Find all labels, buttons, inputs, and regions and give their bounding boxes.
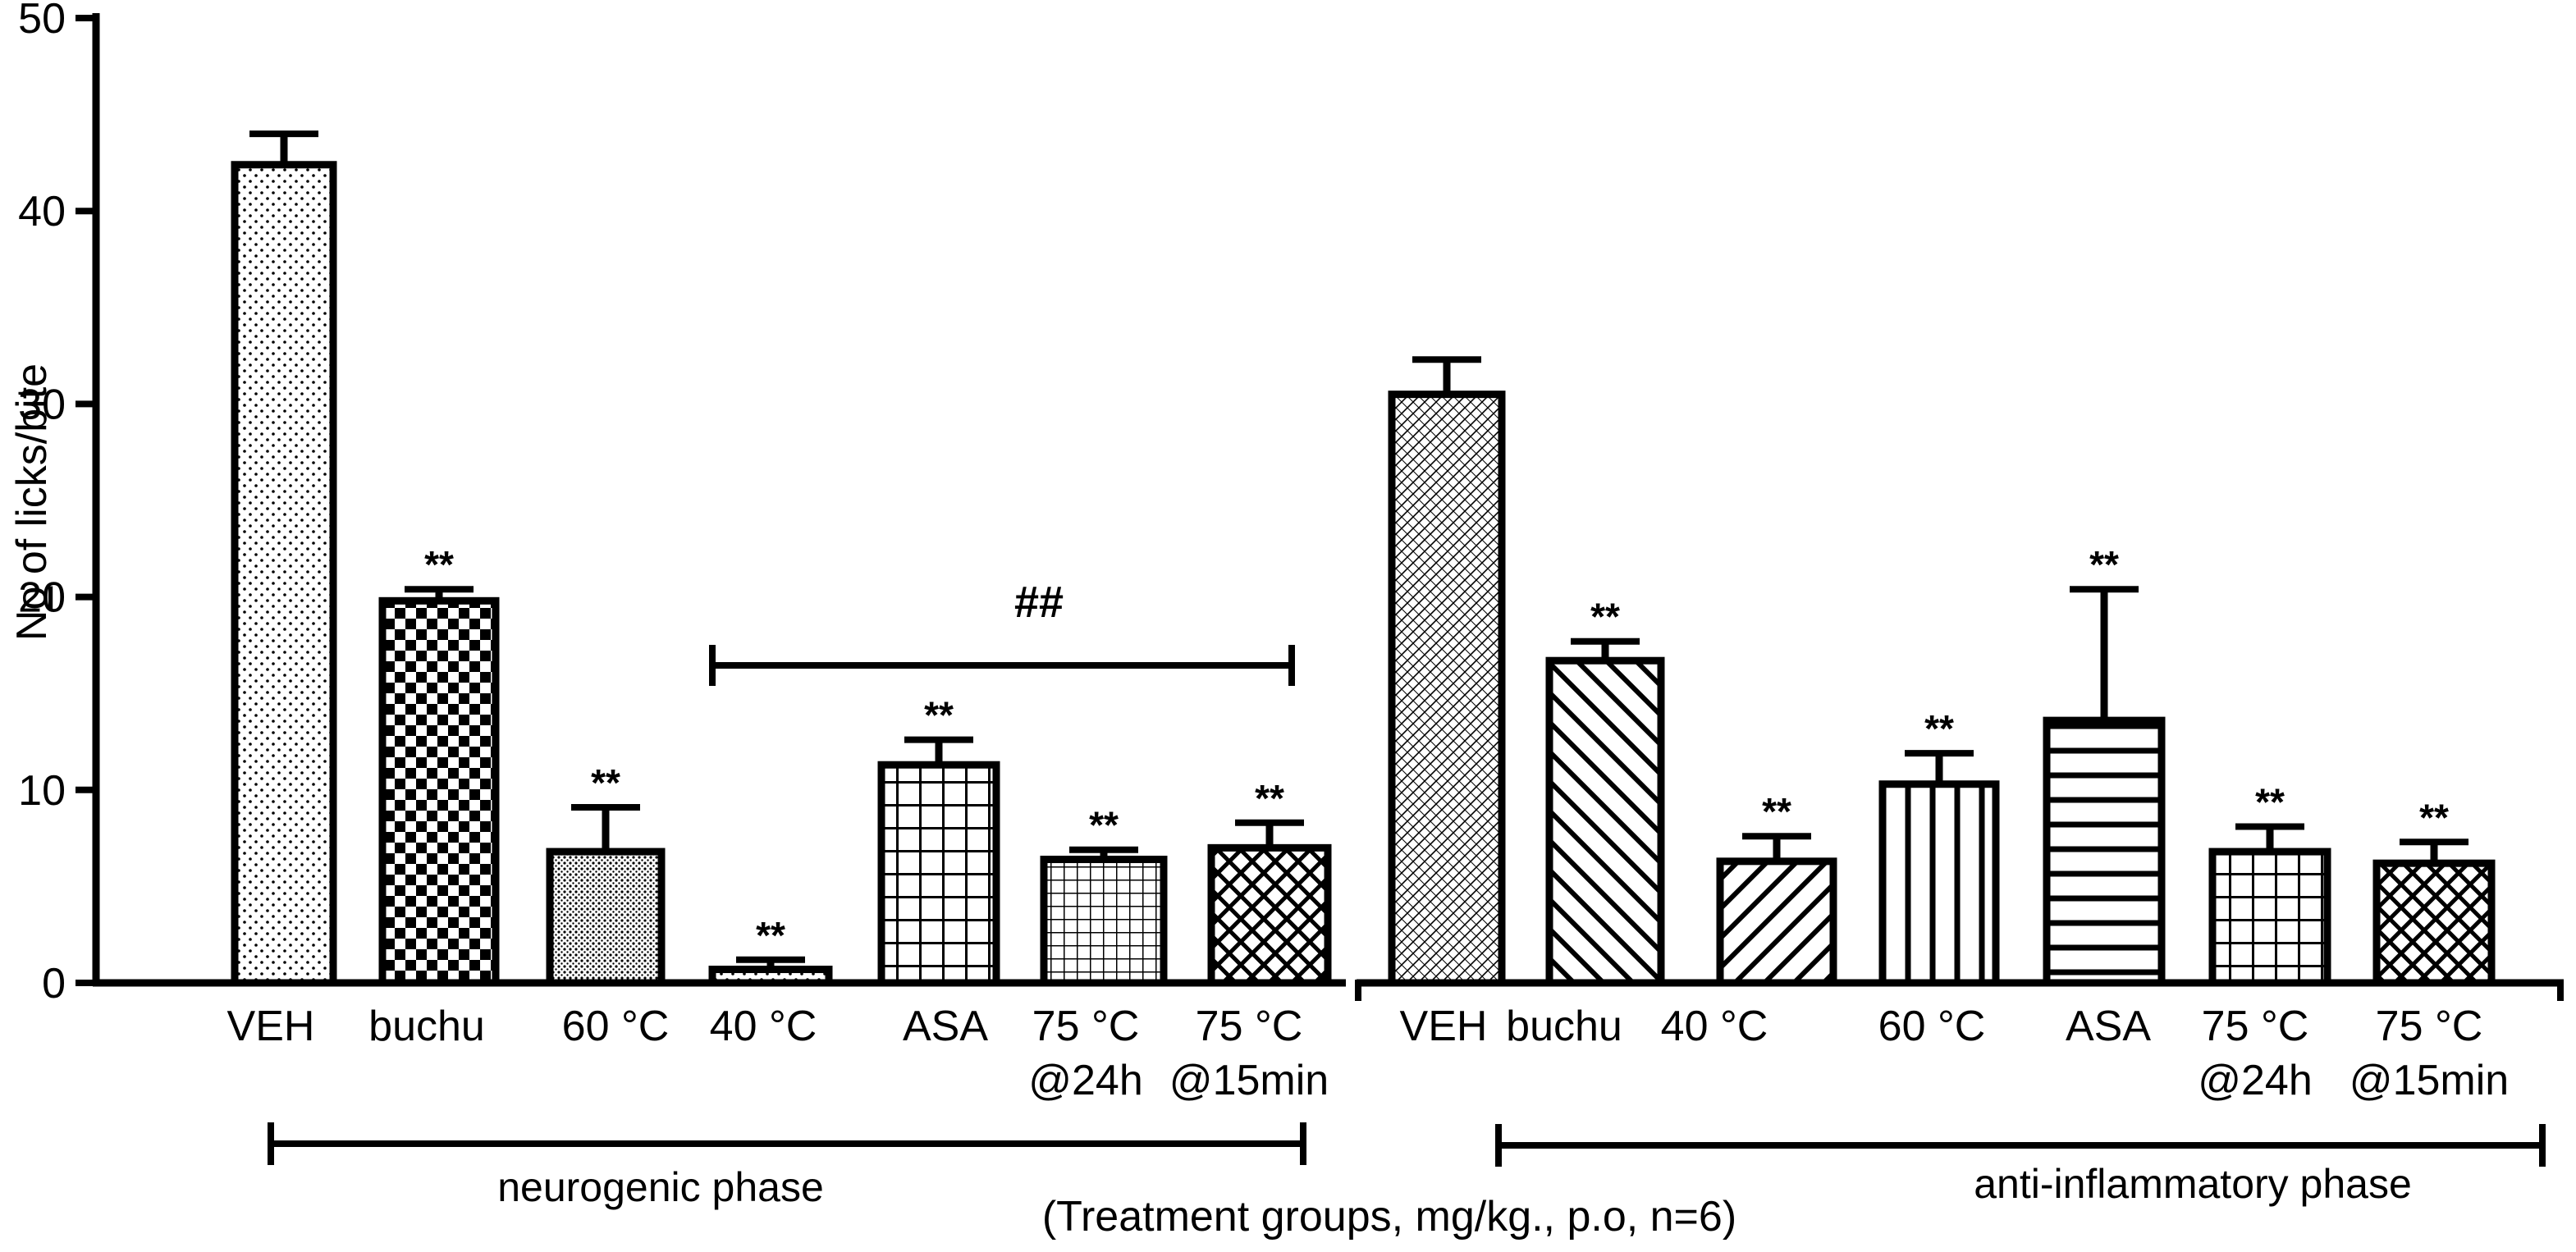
sig-label-4: ** — [924, 694, 954, 737]
bar-1 — [378, 596, 500, 987]
y-tick-label-40: 40 — [18, 188, 66, 235]
y-tick-label-20: 20 — [18, 574, 66, 622]
x-tick-label-3-0: 40 °C — [710, 1003, 817, 1050]
y-tick-label-0: 0 — [42, 960, 66, 1008]
bar-5 — [1040, 855, 1168, 987]
error-bars — [249, 130, 2468, 970]
y-axis-title-n: N — [8, 610, 56, 642]
x-tick-label-12-1: @24h — [2198, 1057, 2313, 1104]
x-tick-label-13-1: @15min — [2350, 1057, 2509, 1104]
phase-anti-inflammatory-label: anti-inflammatory phase — [1974, 1161, 2412, 1207]
x-tick-label-1-0: buchu — [368, 1003, 485, 1050]
sig-label-12: ** — [2255, 780, 2285, 823]
x-tick-label-8-0: buchu — [1506, 1003, 1622, 1050]
y-axis-title-rest: of licks/bite — [8, 363, 56, 587]
x-tick-label-6-0: 75 °C — [1196, 1003, 1303, 1050]
y-tick-label-50: 50 — [18, 0, 66, 43]
y-axis-title-o: o — [8, 587, 56, 610]
y-tick-label-30: 30 — [18, 381, 66, 428]
phase-neurogenic-label: neurogenic phase — [497, 1164, 824, 1210]
x-tick-label-12-0: 75 °C — [2202, 1003, 2309, 1050]
bar-8 — [1545, 656, 1665, 987]
significance-labels: ** ** ** ** ** ** ** ** ** ** ** ** — [424, 543, 2449, 957]
hash-annotation-label: ## — [1014, 578, 1064, 627]
hash-annotation: ## — [709, 578, 1295, 686]
x-tick-label-5-0: 75 °C — [1032, 1003, 1140, 1050]
bars — [231, 161, 2496, 987]
bar-12 — [2208, 848, 2331, 987]
sig-label-6: ** — [1255, 777, 1284, 820]
x-tick-labels: VEH buchu 60 °C 40 °C ASA 75 °C @24h 75 °C @15mi… — [227, 1003, 2510, 1104]
bar-13 — [2372, 859, 2496, 987]
bar-9 — [1716, 857, 1837, 987]
bar-4 — [877, 761, 1000, 987]
bar-10 — [1878, 780, 2000, 987]
x-tick-label-5-1: @24h — [1028, 1057, 1143, 1104]
sig-label-9: ** — [1762, 790, 1791, 833]
x-tick-label-2-0: 60 °C — [562, 1003, 670, 1050]
bar-3 — [708, 966, 833, 987]
y-tick-label-10: 10 — [18, 767, 66, 815]
x-tick-label-11-0: ASA — [2066, 1003, 2151, 1050]
bar-6 — [1207, 843, 1332, 987]
y-axis-title: No of licks/bite — [8, 363, 56, 641]
phase-neurogenic: neurogenic phase — [268, 1122, 1306, 1210]
sig-label-1: ** — [424, 543, 454, 586]
x-tick-label-4-0: ASA — [903, 1003, 988, 1050]
sig-label-10: ** — [1924, 707, 1954, 750]
x-tick-label-9-0: 40 °C — [1661, 1003, 1768, 1050]
phase-anti-inflammatory: anti-inflammatory phase — [1495, 1124, 2546, 1207]
bar-11 — [2043, 716, 2166, 987]
x-tick-label-13-0: 75 °C — [2376, 1003, 2483, 1050]
x-tick-label-6-1: @15min — [1169, 1057, 1329, 1104]
x-axis-title: (Treatment groups, mg/kg., p.o, n=6) — [1042, 1193, 1736, 1241]
sig-label-8: ** — [1590, 596, 1620, 638]
x-tick-label-0-0: VEH — [227, 1003, 315, 1050]
sig-label-3: ** — [756, 914, 785, 957]
sig-label-5: ** — [1089, 804, 1119, 847]
x-tick-label-10-0: 60 °C — [1878, 1003, 1986, 1050]
sig-label-11: ** — [2089, 543, 2119, 586]
bar-2 — [546, 848, 666, 987]
bar-7 — [1388, 391, 1506, 987]
sig-label-2: ** — [591, 761, 620, 804]
sig-label-13: ** — [2419, 796, 2449, 838]
x-tick-label-7-0: VEH — [1400, 1003, 1488, 1050]
bar-0 — [231, 161, 337, 987]
y-ticks: 0 10 20 30 40 50 — [18, 0, 96, 1008]
